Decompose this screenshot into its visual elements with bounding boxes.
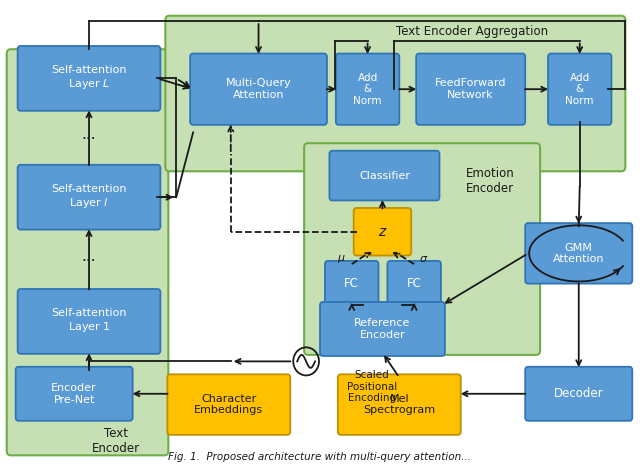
Text: ...: ... (82, 127, 97, 142)
Text: Reference
Encoder: Reference Encoder (355, 318, 411, 340)
Text: FC: FC (344, 277, 359, 290)
FancyBboxPatch shape (167, 374, 291, 435)
FancyBboxPatch shape (416, 54, 525, 125)
Text: $z$: $z$ (378, 225, 387, 239)
Text: Emotion
Encoder: Emotion Encoder (465, 167, 515, 195)
Text: $\sigma$: $\sigma$ (419, 254, 429, 264)
Text: Encoder
Pre-Net: Encoder Pre-Net (51, 383, 97, 405)
Text: Add
&
Norm: Add & Norm (353, 72, 382, 106)
FancyBboxPatch shape (325, 261, 378, 306)
FancyBboxPatch shape (18, 289, 161, 354)
FancyBboxPatch shape (320, 302, 445, 356)
Text: FC: FC (407, 277, 422, 290)
Text: FeedForward
Network: FeedForward Network (435, 78, 506, 100)
Text: Scaled
Positional
Encoding: Scaled Positional Encoding (347, 370, 397, 403)
Text: Decoder: Decoder (554, 387, 604, 400)
Text: Mel
Spectrogram: Mel Spectrogram (364, 394, 435, 415)
Text: $\mu$: $\mu$ (337, 253, 346, 265)
FancyBboxPatch shape (525, 367, 632, 421)
FancyBboxPatch shape (387, 261, 441, 306)
Text: Self-attention
Layer $l$: Self-attention Layer $l$ (51, 184, 127, 210)
FancyBboxPatch shape (190, 54, 327, 125)
FancyBboxPatch shape (15, 367, 132, 421)
FancyBboxPatch shape (336, 54, 399, 125)
FancyBboxPatch shape (18, 46, 161, 111)
FancyBboxPatch shape (338, 374, 461, 435)
Text: Self-attention
Layer $L$: Self-attention Layer $L$ (51, 65, 127, 91)
FancyBboxPatch shape (165, 16, 625, 171)
FancyBboxPatch shape (18, 165, 161, 230)
Text: GMM
Attention: GMM Attention (553, 243, 605, 264)
FancyBboxPatch shape (548, 54, 611, 125)
Text: Text Encoder Aggregation: Text Encoder Aggregation (396, 25, 548, 39)
Text: Add
&
Norm: Add & Norm (566, 72, 594, 106)
Text: ...: ... (82, 249, 97, 264)
Text: Self-attention
Layer $1$: Self-attention Layer $1$ (51, 308, 127, 335)
FancyBboxPatch shape (525, 223, 632, 283)
Text: Character
Embeddings: Character Embeddings (194, 394, 264, 415)
Text: Text
Encoder: Text Encoder (92, 427, 140, 455)
FancyBboxPatch shape (304, 143, 540, 355)
Text: Multi-Query
Attention: Multi-Query Attention (226, 78, 291, 100)
FancyBboxPatch shape (354, 208, 412, 256)
Text: Fig. 1.  Proposed architecture with multi-query attention...: Fig. 1. Proposed architecture with multi… (168, 452, 472, 462)
FancyBboxPatch shape (330, 151, 440, 200)
FancyBboxPatch shape (7, 49, 168, 455)
Text: Classifier: Classifier (359, 171, 410, 180)
